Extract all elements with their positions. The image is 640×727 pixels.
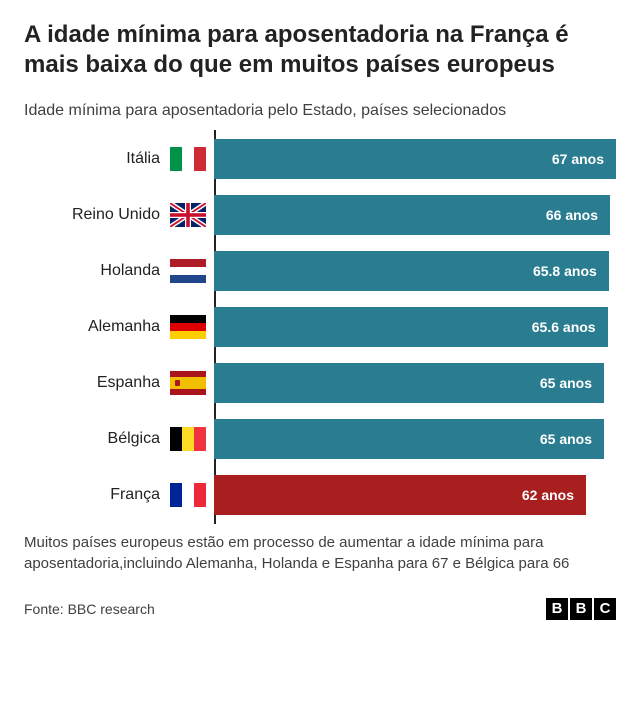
bar-value-label: 62 anos bbox=[522, 487, 574, 503]
bar-value-label: 66 anos bbox=[546, 207, 598, 223]
country-label: França bbox=[110, 486, 160, 504]
flag-icon bbox=[170, 315, 206, 339]
row-label-wrap: Reino Unido bbox=[24, 192, 206, 238]
bar-track: 65 anos bbox=[214, 419, 616, 459]
row-label-wrap: França bbox=[24, 472, 206, 518]
bar: 65.8 anos bbox=[214, 251, 609, 291]
bar-value-label: 65 anos bbox=[540, 375, 592, 391]
country-label: Holanda bbox=[100, 262, 160, 280]
chart-title: A idade mínima para aposentadoria na Fra… bbox=[24, 20, 616, 80]
bar-track: 65.8 anos bbox=[214, 251, 616, 291]
bar-track: 65.6 anos bbox=[214, 307, 616, 347]
chart-subtitle: Idade mínima para aposentadoria pelo Est… bbox=[24, 100, 616, 122]
chart-row: Reino Unido 66 anos bbox=[214, 192, 616, 238]
bar-value-label: 65.8 anos bbox=[533, 263, 597, 279]
bar-track: 62 anos bbox=[214, 475, 616, 515]
chart-row: Bélgica 65 anos bbox=[214, 416, 616, 462]
row-label-wrap: Alemanha bbox=[24, 304, 206, 350]
chart-row: Holanda 65.8 anos bbox=[214, 248, 616, 294]
bar: 67 anos bbox=[214, 139, 616, 179]
flag-icon bbox=[170, 483, 206, 507]
flag-icon bbox=[170, 371, 206, 395]
chart-row: Alemanha 65.6 anos bbox=[214, 304, 616, 350]
bar: 65.6 anos bbox=[214, 307, 608, 347]
bar: 62 anos bbox=[214, 475, 586, 515]
flag-icon bbox=[170, 203, 206, 227]
bar: 65 anos bbox=[214, 363, 604, 403]
bbc-logo-letter: B bbox=[546, 598, 568, 620]
source-text: Fonte: BBC research bbox=[24, 601, 155, 617]
chart-row: França 62 anos bbox=[214, 472, 616, 518]
bar-value-label: 65.6 anos bbox=[532, 319, 596, 335]
country-label: Espanha bbox=[97, 374, 160, 392]
bar-track: 67 anos bbox=[214, 139, 616, 179]
bar-track: 65 anos bbox=[214, 363, 616, 403]
country-label: Reino Unido bbox=[72, 206, 160, 224]
footer: Fonte: BBC research B B C bbox=[24, 598, 616, 620]
country-label: Bélgica bbox=[108, 430, 160, 448]
bar-chart: Itália 67 anos Reino Unido 66 anos H bbox=[24, 136, 616, 518]
bar: 65 anos bbox=[214, 419, 604, 459]
flag-icon bbox=[170, 147, 206, 171]
chart-row: Espanha 65 anos bbox=[214, 360, 616, 406]
bar-value-label: 65 anos bbox=[540, 431, 592, 447]
row-label-wrap: Holanda bbox=[24, 248, 206, 294]
chart-row: Itália 67 anos bbox=[214, 136, 616, 182]
bbc-logo-letter: C bbox=[594, 598, 616, 620]
flag-icon bbox=[170, 427, 206, 451]
country-label: Itália bbox=[126, 150, 160, 168]
bar: 66 anos bbox=[214, 195, 610, 235]
bbc-logo-letter: B bbox=[570, 598, 592, 620]
bar-track: 66 anos bbox=[214, 195, 616, 235]
row-label-wrap: Bélgica bbox=[24, 416, 206, 462]
bar-value-label: 67 anos bbox=[552, 151, 604, 167]
row-label-wrap: Itália bbox=[24, 136, 206, 182]
chart-footnote: Muitos países europeus estão em processo… bbox=[24, 532, 616, 574]
flag-icon bbox=[170, 259, 206, 283]
country-label: Alemanha bbox=[88, 318, 160, 336]
bbc-logo: B B C bbox=[546, 598, 616, 620]
row-label-wrap: Espanha bbox=[24, 360, 206, 406]
